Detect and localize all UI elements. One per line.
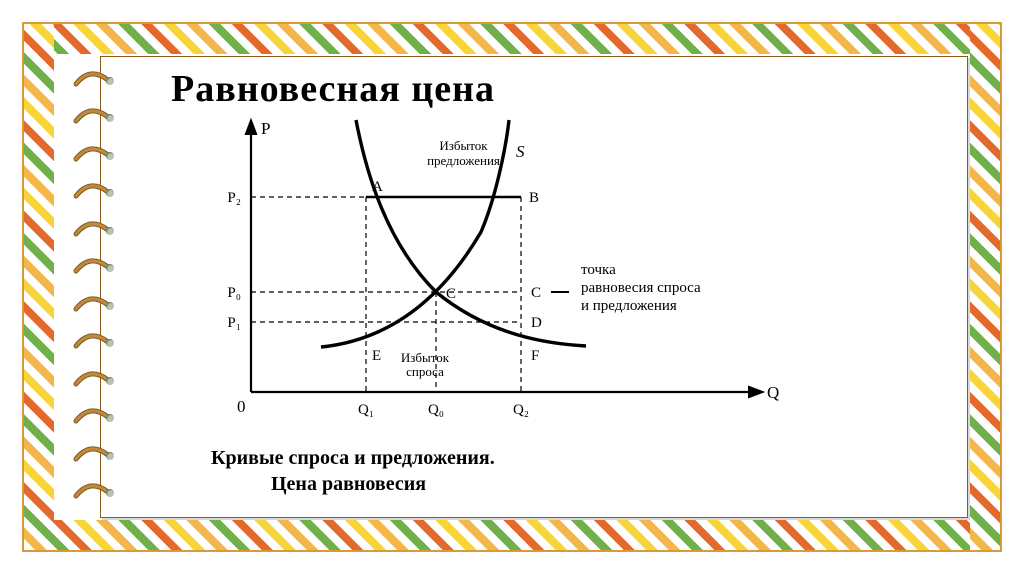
- svg-text:P: P: [261, 119, 270, 138]
- svg-text:C: C: [446, 286, 456, 302]
- svg-text:P₀: P₀: [227, 285, 241, 301]
- spiral-ring: [72, 182, 120, 204]
- svg-text:Q₁: Q₁: [358, 402, 374, 418]
- svg-text:C: C: [531, 285, 541, 301]
- svg-text:S: S: [516, 142, 525, 161]
- caption-line: Цена равновесия: [211, 471, 495, 497]
- svg-text:Q: Q: [767, 383, 779, 402]
- spiral-ring: [72, 445, 120, 467]
- svg-text:D: D: [531, 315, 542, 331]
- svg-text:Q₀: Q₀: [428, 402, 444, 418]
- spiral-ring: [72, 295, 120, 317]
- spiral-ring: [72, 370, 120, 392]
- svg-text:Избыток: Избыток: [439, 138, 488, 153]
- svg-text:спроса: спроса: [406, 364, 444, 379]
- svg-text:предложения: предложения: [427, 153, 500, 168]
- svg-text:A: A: [372, 179, 383, 195]
- chart-svg: PQ0P₂P₀P₁Q₁Q₀Q₂ABCCDEFSИзбытокпредложени…: [191, 112, 811, 442]
- spiral-ring: [72, 220, 120, 242]
- spiral-ring: [72, 70, 120, 92]
- slide-frame: Равновесная цена PQ0P₂P₀P₁Q₁Q₀Q₂ABCCDEFS…: [0, 0, 1024, 574]
- spiral-binding: [72, 62, 122, 512]
- spiral-ring: [72, 407, 120, 429]
- svg-text:равновесия спроса: равновесия спроса: [581, 280, 701, 296]
- page-title: Равновесная цена: [171, 67, 495, 111]
- svg-text:и предложения: и предложения: [581, 298, 677, 314]
- paper-card: Равновесная цена PQ0P₂P₀P₁Q₁Q₀Q₂ABCCDEFS…: [100, 56, 968, 518]
- svg-text:P₁: P₁: [227, 315, 241, 331]
- svg-text:P₂: P₂: [227, 190, 241, 206]
- svg-text:0: 0: [237, 397, 246, 416]
- svg-text:Избыток: Избыток: [401, 350, 450, 365]
- supply-demand-chart: PQ0P₂P₀P₁Q₁Q₀Q₂ABCCDEFSИзбытокпредложени…: [191, 112, 811, 447]
- svg-text:F: F: [531, 348, 539, 364]
- svg-text:E: E: [372, 348, 381, 364]
- spiral-ring: [72, 482, 120, 504]
- svg-text:Q₂: Q₂: [513, 402, 529, 418]
- chart-caption: Кривые спроса и предложения. Цена равнов…: [211, 445, 495, 497]
- svg-text:точка: точка: [581, 262, 616, 278]
- spiral-ring: [72, 257, 120, 279]
- spiral-ring: [72, 332, 120, 354]
- svg-text:B: B: [529, 190, 539, 206]
- spiral-ring: [72, 107, 120, 129]
- spiral-ring: [72, 145, 120, 167]
- caption-line: Кривые спроса и предложения.: [211, 445, 495, 471]
